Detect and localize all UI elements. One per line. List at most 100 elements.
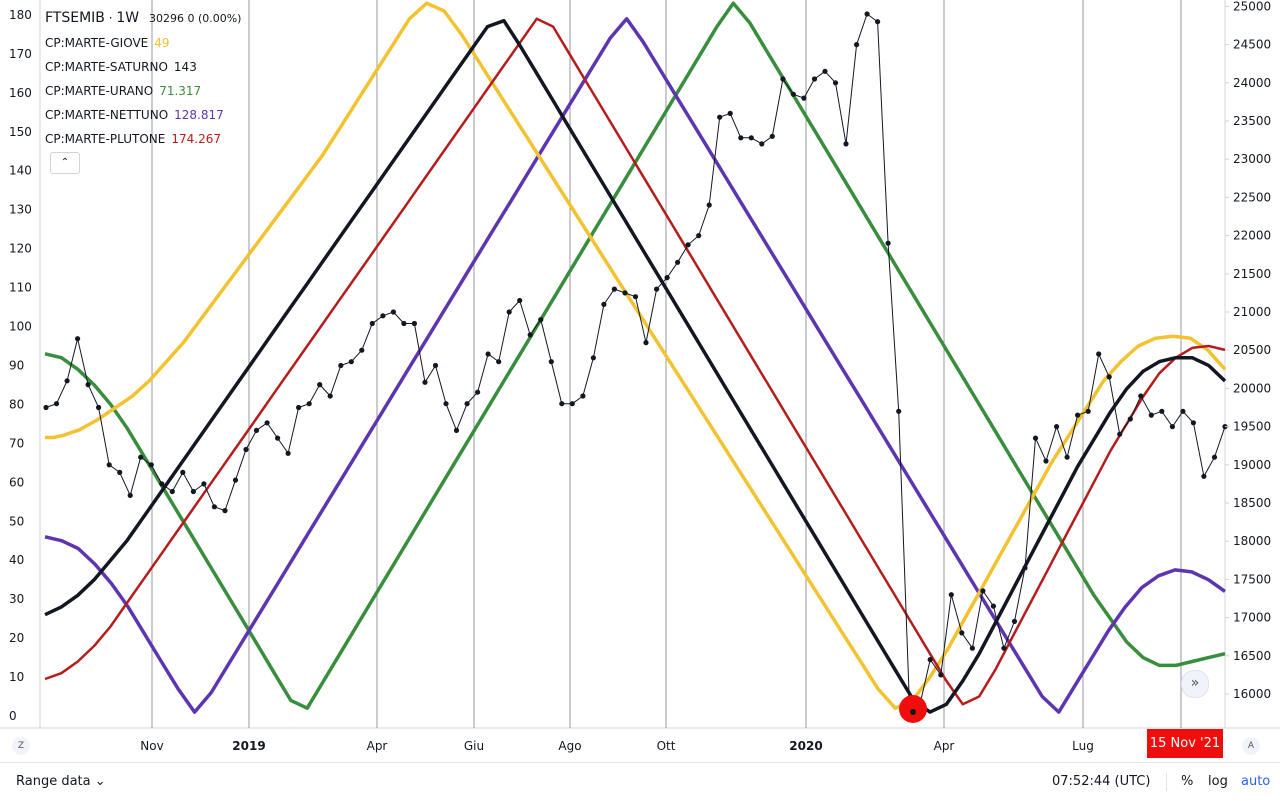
price-point bbox=[1201, 473, 1207, 479]
price-point bbox=[1169, 424, 1175, 430]
price-point bbox=[285, 450, 291, 456]
price-point bbox=[1096, 351, 1102, 357]
right-tick-label: 18500 bbox=[1233, 496, 1271, 510]
legend-series-1[interactable]: CP:MARTE-GIOVE 49 bbox=[45, 31, 241, 55]
double-chevron-right-icon: » bbox=[1190, 675, 1200, 691]
auto-scale-button[interactable]: A bbox=[1242, 737, 1260, 755]
price-point bbox=[1085, 408, 1091, 414]
collapse-legend-button[interactable]: ⌃ bbox=[50, 152, 80, 174]
price-point bbox=[1180, 408, 1186, 414]
left-tick-label: 150 bbox=[9, 125, 32, 139]
price-point bbox=[411, 320, 417, 327]
price-point bbox=[422, 379, 428, 385]
legend-series-3[interactable]: CP:MARTE-URANO 71.317 bbox=[45, 79, 241, 103]
price-point bbox=[832, 80, 839, 86]
price-point bbox=[443, 401, 449, 407]
price-point bbox=[317, 382, 323, 388]
price-point bbox=[190, 488, 196, 495]
price-point bbox=[1159, 408, 1165, 414]
series-line-cp-marte-plutone bbox=[44, 17, 1226, 706]
toolbar-divider bbox=[1166, 773, 1167, 791]
price-point bbox=[685, 242, 691, 248]
left-tick-label: 90 bbox=[9, 358, 24, 372]
price-point bbox=[706, 202, 712, 208]
chart-area[interactable]: Nov 2019 Apr Giu Ago Ott 2020 Apr Lug 0 10 20 30 40 50… bbox=[0, 0, 1280, 762]
series-name: CP:MARTE-GIOVE bbox=[45, 36, 149, 50]
zoom-button[interactable]: Z bbox=[12, 737, 30, 755]
price-point bbox=[738, 135, 744, 141]
price-point bbox=[117, 469, 123, 475]
date-range-button[interactable]: Range data ⌄ bbox=[16, 774, 106, 789]
price-point bbox=[601, 301, 607, 307]
left-tick-label: 80 bbox=[9, 397, 24, 411]
price-point bbox=[927, 657, 933, 663]
price-point bbox=[538, 317, 544, 323]
right-tick-label: 17500 bbox=[1233, 572, 1271, 586]
price-point bbox=[1117, 431, 1123, 437]
auto-scale-label: A bbox=[1247, 741, 1255, 751]
price-point bbox=[885, 240, 891, 246]
price-point bbox=[138, 454, 144, 460]
left-tick-label: 120 bbox=[9, 242, 32, 256]
x-tick-label: Giu bbox=[464, 739, 484, 753]
price-point bbox=[801, 95, 807, 101]
left-tick-label: 70 bbox=[9, 436, 24, 450]
price-point bbox=[1190, 420, 1196, 426]
left-tick-label: 30 bbox=[9, 592, 24, 606]
price-point bbox=[811, 76, 818, 82]
price-info: 30296 0 (0.00%) bbox=[148, 12, 242, 25]
price-point bbox=[769, 133, 775, 139]
price-point bbox=[548, 359, 554, 365]
price-point bbox=[1001, 645, 1007, 651]
scroll-to-realtime-button[interactable]: » bbox=[1181, 670, 1209, 698]
price-point bbox=[580, 393, 586, 399]
price-point bbox=[717, 114, 723, 120]
price-point bbox=[1022, 565, 1028, 571]
right-tick-label: 23500 bbox=[1233, 114, 1271, 128]
price-point bbox=[664, 275, 670, 281]
price-point bbox=[790, 91, 797, 97]
price-point bbox=[127, 492, 133, 498]
price-point bbox=[559, 401, 565, 407]
price-point bbox=[675, 259, 681, 265]
chevron-up-icon: ⌃ bbox=[60, 157, 70, 168]
price-point bbox=[306, 401, 312, 407]
left-tick-label: 140 bbox=[9, 164, 32, 178]
left-tick-label: 20 bbox=[9, 631, 24, 645]
price-point bbox=[106, 462, 112, 468]
log-toggle[interactable]: log bbox=[1208, 774, 1228, 789]
right-tick-label: 21500 bbox=[1233, 267, 1271, 281]
legend-series-4[interactable]: CP:MARTE-NETTUNO 128.817 bbox=[45, 103, 241, 127]
price-point bbox=[64, 378, 70, 384]
right-tick-label: 20500 bbox=[1233, 343, 1271, 357]
price-point bbox=[159, 481, 165, 487]
price-point bbox=[506, 309, 512, 315]
price-point bbox=[359, 347, 365, 353]
event-marker-point bbox=[910, 709, 916, 715]
price-point bbox=[53, 401, 60, 407]
symbol-name[interactable]: FTSEMIB bbox=[45, 10, 105, 26]
chart-legend: FTSEMIB · 1W 30296 0 (0.00%) CP:MARTE-GI… bbox=[45, 6, 241, 151]
price-point bbox=[1032, 435, 1039, 441]
legend-series-5[interactable]: CP:MARTE-PLUTONE 174.267 bbox=[45, 127, 241, 151]
price-point bbox=[75, 336, 81, 342]
price-point bbox=[201, 481, 207, 487]
left-tick-label: 180 bbox=[9, 8, 32, 22]
right-tick-label: 20000 bbox=[1233, 381, 1271, 395]
legend-series-2[interactable]: CP:MARTE-SATURNO 143 bbox=[45, 55, 241, 79]
x-tick-label: Ott bbox=[657, 739, 676, 753]
series-name: CP:MARTE-NETTUNO bbox=[45, 108, 169, 122]
price-point bbox=[232, 477, 239, 483]
clock-display[interactable]: 07:52:44 (UTC) bbox=[1052, 774, 1151, 789]
series-value: 71.317 bbox=[159, 84, 202, 98]
x-tick-label: Apr bbox=[367, 739, 388, 753]
auto-toggle[interactable]: auto bbox=[1241, 774, 1271, 789]
right-tick-label: 24500 bbox=[1233, 38, 1271, 52]
price-point bbox=[896, 408, 902, 414]
price-point bbox=[243, 446, 249, 453]
percent-toggle[interactable]: % bbox=[1181, 774, 1194, 789]
price-point bbox=[517, 297, 523, 304]
right-tick-label: 19000 bbox=[1233, 458, 1271, 472]
interval-label[interactable]: 1W bbox=[116, 10, 140, 26]
price-point bbox=[1138, 393, 1144, 399]
